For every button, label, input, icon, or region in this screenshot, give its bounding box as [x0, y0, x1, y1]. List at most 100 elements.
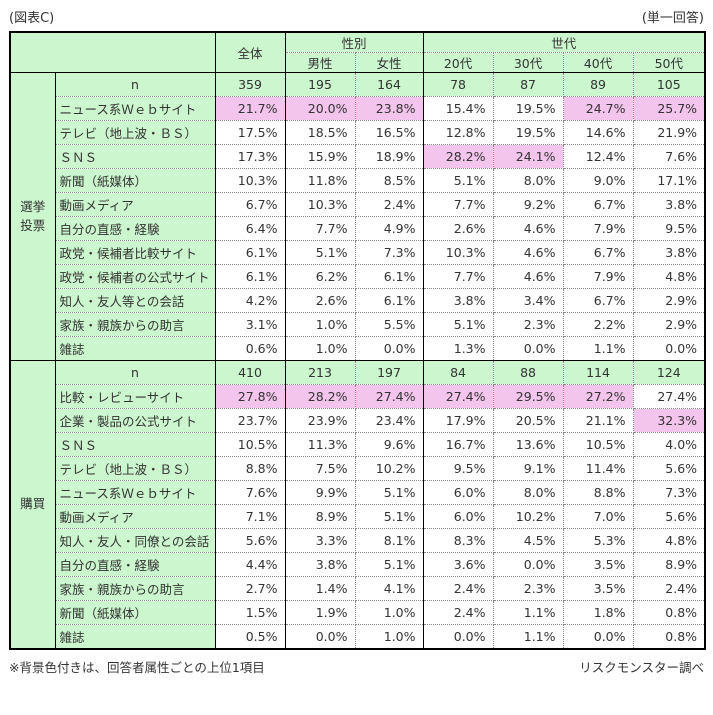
value-cell: 2.6%	[284, 288, 356, 313]
value-cell: 0.6%	[214, 336, 286, 361]
data-row: 比較・レビューサイト 27.8% 28.2% 27.4% 27.4% 29.5% 27.2%…	[10, 384, 706, 409]
data-row: 知人・友人等との会話 4.2% 2.6% 6.1% 3.8% 3.4% 6.7% 2.9%	[10, 288, 706, 313]
row-label: 自分の直感・経験	[54, 552, 216, 577]
value-cell: 28.2%	[284, 384, 356, 409]
value-cell: 2.4%	[422, 600, 494, 625]
value-cell: 3.8%	[632, 192, 706, 217]
value-cell: 1.3%	[422, 336, 494, 361]
footnote: ※背景色付きは、回答者属性ごとの上位1項目	[9, 659, 265, 675]
value-cell: 7.6%	[214, 480, 286, 505]
n-label: n	[54, 360, 216, 385]
data-row: 知人・友人・同僚との会話 5.6% 3.3% 8.1% 8.3% 4.5% 5.3% 4.8%	[10, 528, 706, 553]
value-cell: 1.0%	[284, 336, 356, 361]
value-cell: 4.6%	[492, 240, 564, 265]
row-label: 家族・親族からの助言	[54, 576, 216, 601]
data-row: テレビ（地上波・ＢＳ） 8.8% 7.5% 10.2% 9.5% 9.1% 11.4% 5.6…	[10, 456, 706, 481]
value-cell: 24.1%	[492, 144, 564, 169]
value-cell: 32.3%	[632, 408, 706, 433]
value-cell: 3.8%	[632, 240, 706, 265]
value-cell: 21.9%	[632, 120, 706, 145]
value-cell: 6.1%	[214, 264, 286, 289]
data-row: 自分の直感・経験 6.4% 7.7% 4.9% 2.6% 4.6% 7.9% 9.5%	[10, 216, 706, 241]
header-sub-row: 男性 女性 20代 30代 40代 50代	[10, 52, 706, 73]
data-row: 動画メディア 7.1% 8.9% 5.1% 6.0% 10.2% 7.0% 5.6%	[10, 504, 706, 529]
source-credit: リスクモンスター調べ	[579, 659, 704, 675]
value-cell: 16.7%	[422, 432, 494, 457]
value-cell: 0.0%	[354, 336, 424, 361]
corner-cell	[9, 31, 216, 73]
row-label: 自分の直感・経験	[54, 216, 216, 241]
value-cell: 5.1%	[422, 168, 494, 193]
value-cell: 27.2%	[562, 384, 634, 409]
value-cell: 4.9%	[354, 216, 424, 241]
value-cell: 5.6%	[632, 504, 706, 529]
n-row: 選挙投票 n 359 195 164 78 87 89 105	[10, 72, 706, 361]
section-label: 購買	[10, 360, 56, 649]
row-label: 動画メディア	[54, 192, 216, 217]
data-row: 雑誌 0.6% 1.0% 0.0% 1.3% 0.0% 1.1% 0.0%	[10, 336, 706, 361]
value-cell: 10.3%	[284, 192, 356, 217]
value-cell: 16.5%	[354, 120, 424, 145]
survey-table: 全体 性別 世代 男性 女性 20代 30代 40代 50代 選挙投票 n 359 1…	[9, 31, 707, 650]
n-label: n	[54, 72, 216, 97]
n-value-cell: 87	[492, 72, 564, 97]
row-label: 企業・製品の公式サイト	[54, 408, 216, 433]
section-label: 選挙投票	[10, 72, 56, 361]
n-row: 購買 n 410 213 197 84 88 114 124	[10, 360, 706, 649]
value-cell: 0.0%	[284, 624, 356, 649]
value-cell: 2.4%	[632, 576, 706, 601]
row-label: 新聞（紙媒体）	[54, 600, 216, 625]
row-label: ニュース系Ｗｅｂサイト	[54, 96, 216, 121]
value-cell: 4.8%	[632, 264, 706, 289]
n-value-cell: 164	[354, 72, 424, 97]
value-cell: 12.8%	[422, 120, 494, 145]
value-cell: 2.9%	[632, 288, 706, 313]
data-row: ニュース系Ｗｅｂサイト 21.7% 20.0% 23.8% 15.4% 19.5% 24.7…	[10, 96, 706, 121]
value-cell: 27.4%	[422, 384, 494, 409]
value-cell: 10.3%	[214, 168, 286, 193]
value-cell: 0.0%	[492, 336, 564, 361]
value-cell: 0.0%	[562, 624, 634, 649]
n-value-cell: 88	[492, 360, 564, 385]
value-cell: 17.5%	[214, 120, 286, 145]
value-cell: 15.9%	[284, 144, 356, 169]
row-label: 雑誌	[54, 336, 216, 361]
value-cell: 7.3%	[354, 240, 424, 265]
value-cell: 10.5%	[214, 432, 286, 457]
value-cell: 10.5%	[562, 432, 634, 457]
value-cell: 4.6%	[492, 216, 564, 241]
table-header: 全体 性別 世代 男性 女性 20代 30代 40代 50代	[9, 31, 706, 73]
value-cell: 27.4%	[632, 384, 706, 409]
value-cell: 9.0%	[562, 168, 634, 193]
data-row: 企業・製品の公式サイト 23.7% 23.9% 23.4% 17.9% 20.5% 21.1…	[10, 408, 706, 433]
value-cell: 1.0%	[354, 600, 424, 625]
data-row: 家族・親族からの助言 2.7% 1.4% 4.1% 2.4% 2.3% 3.5% 2.4%	[10, 576, 706, 601]
value-cell: 23.4%	[354, 408, 424, 433]
data-row: 動画メディア 6.7% 10.3% 2.4% 7.7% 9.2% 6.7% 3.8%	[10, 192, 706, 217]
value-cell: 4.6%	[492, 264, 564, 289]
value-cell: 0.0%	[632, 336, 706, 361]
value-cell: 23.8%	[354, 96, 424, 121]
value-cell: 8.1%	[354, 528, 424, 553]
value-cell: 4.8%	[632, 528, 706, 553]
value-cell: 14.6%	[562, 120, 634, 145]
value-cell: 15.4%	[422, 96, 494, 121]
value-cell: 27.4%	[354, 384, 424, 409]
value-cell: 18.5%	[284, 120, 356, 145]
data-row: テレビ（地上波・ＢＳ） 17.5% 18.5% 16.5% 12.8% 19.5% 14.6…	[10, 120, 706, 145]
value-cell: 3.8%	[422, 288, 494, 313]
value-cell: 6.1%	[354, 264, 424, 289]
header-group-row: 全体 性別 世代	[9, 31, 706, 73]
row-label: 政党・候補者の公式サイト	[54, 264, 216, 289]
value-cell: 6.1%	[354, 288, 424, 313]
footer-row: ※背景色付きは、回答者属性ごとの上位1項目 リスクモンスター調べ	[9, 657, 704, 676]
value-cell: 4.4%	[214, 552, 286, 577]
value-cell: 11.4%	[562, 456, 634, 481]
value-cell: 10.2%	[354, 456, 424, 481]
value-cell: 9.2%	[492, 192, 564, 217]
value-cell: 1.5%	[214, 600, 286, 625]
value-cell: 8.0%	[492, 168, 564, 193]
value-cell: 12.4%	[562, 144, 634, 169]
value-cell: 3.6%	[422, 552, 494, 577]
